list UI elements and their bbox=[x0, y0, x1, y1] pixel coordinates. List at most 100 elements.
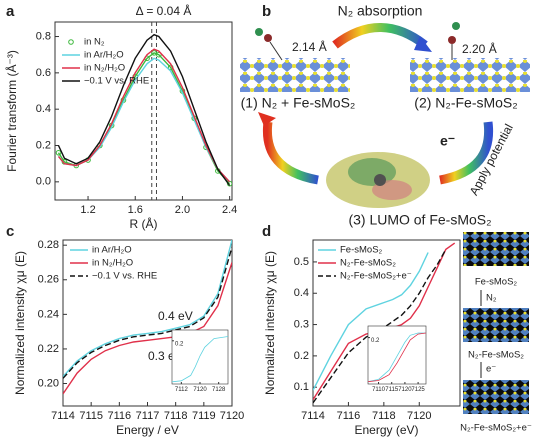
legend-label: −0.1 V vs. RHE bbox=[84, 76, 149, 87]
series-group bbox=[172, 336, 228, 383]
legend-label: in N₂/H₂O bbox=[92, 258, 133, 269]
step-label: e⁻ bbox=[486, 364, 496, 375]
chart-title: Δ = 0.04 Å bbox=[136, 3, 192, 18]
y-tick-label: 0.1 bbox=[294, 381, 309, 393]
y-axis-label: Normalized intensity χμ (E) bbox=[263, 251, 277, 395]
legend-label: Fe-sMoS₂ bbox=[340, 245, 383, 256]
x-tick-label: 7120 bbox=[407, 410, 431, 422]
series-group bbox=[55, 33, 232, 187]
y-tick-label: 0.4 bbox=[294, 287, 309, 299]
series-line bbox=[63, 240, 232, 378]
lattice bbox=[240, 58, 350, 92]
x-tick-label: 7119 bbox=[192, 410, 216, 422]
series-line bbox=[63, 246, 232, 379]
y-tick-label: 0.2 bbox=[175, 341, 184, 347]
x-axis-label: Energy (eV) bbox=[354, 423, 418, 437]
series-line bbox=[57, 33, 231, 186]
structure-label: N₂-Fe-sMoS₂+e⁻ bbox=[460, 423, 532, 434]
legend-label: in N₂/H₂O bbox=[84, 63, 125, 74]
y-tick-label: 0.24 bbox=[38, 308, 59, 320]
series-group bbox=[313, 242, 456, 404]
y-tick-label: 0.3 bbox=[294, 318, 309, 330]
x-tick-label: 1.6 bbox=[128, 204, 143, 216]
x-axis-label: R (Å) bbox=[130, 216, 158, 231]
structure-image bbox=[463, 380, 529, 414]
series-line bbox=[172, 336, 228, 383]
legend-label: in Ar/H₂O bbox=[84, 50, 124, 61]
arrow bbox=[332, 23, 428, 49]
panel-label: d bbox=[262, 223, 271, 240]
series-marker bbox=[55, 149, 62, 156]
structures: Fe-sMoS₂ N₂ N₂-Fe-sMoS₂ e⁻ N₂-Fe-sMoS₂+e… bbox=[460, 232, 532, 434]
x-tick-label: 7114 bbox=[301, 410, 325, 422]
y-tick-label: 0.4 bbox=[36, 103, 51, 115]
x-tick-label: 2.0 bbox=[175, 204, 190, 216]
legend-label: N₂-Fe-sMoS₂+e⁻ bbox=[340, 271, 412, 282]
arrow bbox=[439, 121, 494, 185]
x-tick-label: 7120 bbox=[193, 387, 207, 393]
y-tick-label: 0.26 bbox=[38, 274, 59, 286]
series-line bbox=[368, 332, 426, 383]
lattice bbox=[410, 58, 530, 92]
series-line bbox=[313, 252, 429, 391]
x-tick-label: 7112 bbox=[175, 387, 189, 393]
series-group bbox=[63, 240, 232, 395]
series-line bbox=[63, 262, 232, 395]
bond-label: 2.14 Å bbox=[292, 39, 327, 54]
arrowhead bbox=[414, 36, 432, 52]
arrow-label: N₂ absorption bbox=[338, 3, 423, 19]
series-line bbox=[313, 249, 447, 404]
series-group bbox=[368, 332, 426, 383]
x-tick-label: 7116 bbox=[337, 410, 361, 422]
structure-image bbox=[463, 308, 529, 342]
legend-label: −0.1 V vs. RHE bbox=[92, 271, 157, 282]
x-axis-label: Energy / eV bbox=[116, 423, 179, 437]
legend-label: in Ar/H₂O bbox=[92, 245, 132, 256]
legend-label: in N₂ bbox=[84, 37, 105, 48]
panel-label: c bbox=[6, 223, 14, 240]
state-label: (3) LUMO of Fe-sMoS₂ bbox=[348, 212, 491, 228]
atom bbox=[448, 36, 456, 44]
state-label: (2) N₂-Fe-sMoS₂ bbox=[414, 95, 517, 111]
structure-image bbox=[463, 232, 529, 266]
x-tick-label: 7117 bbox=[136, 410, 160, 422]
state-label: (1) N₂ + Fe-sMoS₂ bbox=[241, 95, 356, 111]
y-tick-label: 0.28 bbox=[38, 239, 59, 251]
x-tick-label: 7115 bbox=[385, 387, 399, 393]
electron-label: e⁻ bbox=[440, 133, 455, 149]
arrowhead bbox=[258, 112, 276, 126]
x-tick-label: 7114 bbox=[51, 410, 75, 422]
y-tick-label: 0.2 bbox=[294, 350, 309, 362]
plot-frame bbox=[54, 21, 233, 201]
y-tick-label: 0.5 bbox=[294, 256, 309, 268]
diagram: b N₂ absorption 2.14 Å 2.20 Å (1) N₂ + F… bbox=[240, 3, 530, 228]
annotation: 0.4 eV bbox=[158, 309, 193, 323]
y-axis-label: Fourier transform (Å⁻³) bbox=[4, 50, 19, 172]
atom bbox=[374, 174, 386, 186]
y-tick-label: 0.0 bbox=[36, 176, 51, 188]
x-tick-label: 2.4 bbox=[222, 204, 237, 216]
y-tick-label: 0.2 bbox=[36, 139, 51, 151]
y-tick-label: 0.22 bbox=[38, 343, 59, 355]
y-tick-label: 0.20 bbox=[38, 377, 59, 389]
y-tick-label: 0.2 bbox=[371, 338, 380, 344]
step-label: N₂ bbox=[486, 293, 497, 304]
x-tick-label: 1.2 bbox=[80, 204, 95, 216]
x-tick-label: 7128 bbox=[212, 387, 226, 393]
series-line bbox=[57, 48, 231, 183]
series-marker bbox=[156, 51, 162, 58]
x-tick-label: 7118 bbox=[372, 410, 396, 422]
x-tick-label: 7125 bbox=[411, 387, 425, 393]
atom bbox=[255, 28, 263, 36]
structure-label: N₂-Fe-sMoS₂ bbox=[468, 350, 524, 361]
arrow bbox=[262, 121, 319, 185]
legend-label: N₂-Fe-sMoS₂ bbox=[340, 258, 396, 269]
x-tick-label: 7120 bbox=[220, 410, 244, 422]
plot-frame bbox=[171, 329, 229, 385]
series-marker bbox=[151, 50, 157, 56]
series-line bbox=[313, 242, 456, 401]
panel-label: a bbox=[6, 3, 15, 20]
bond bbox=[269, 41, 283, 61]
x-tick-label: 7116 bbox=[108, 410, 132, 422]
